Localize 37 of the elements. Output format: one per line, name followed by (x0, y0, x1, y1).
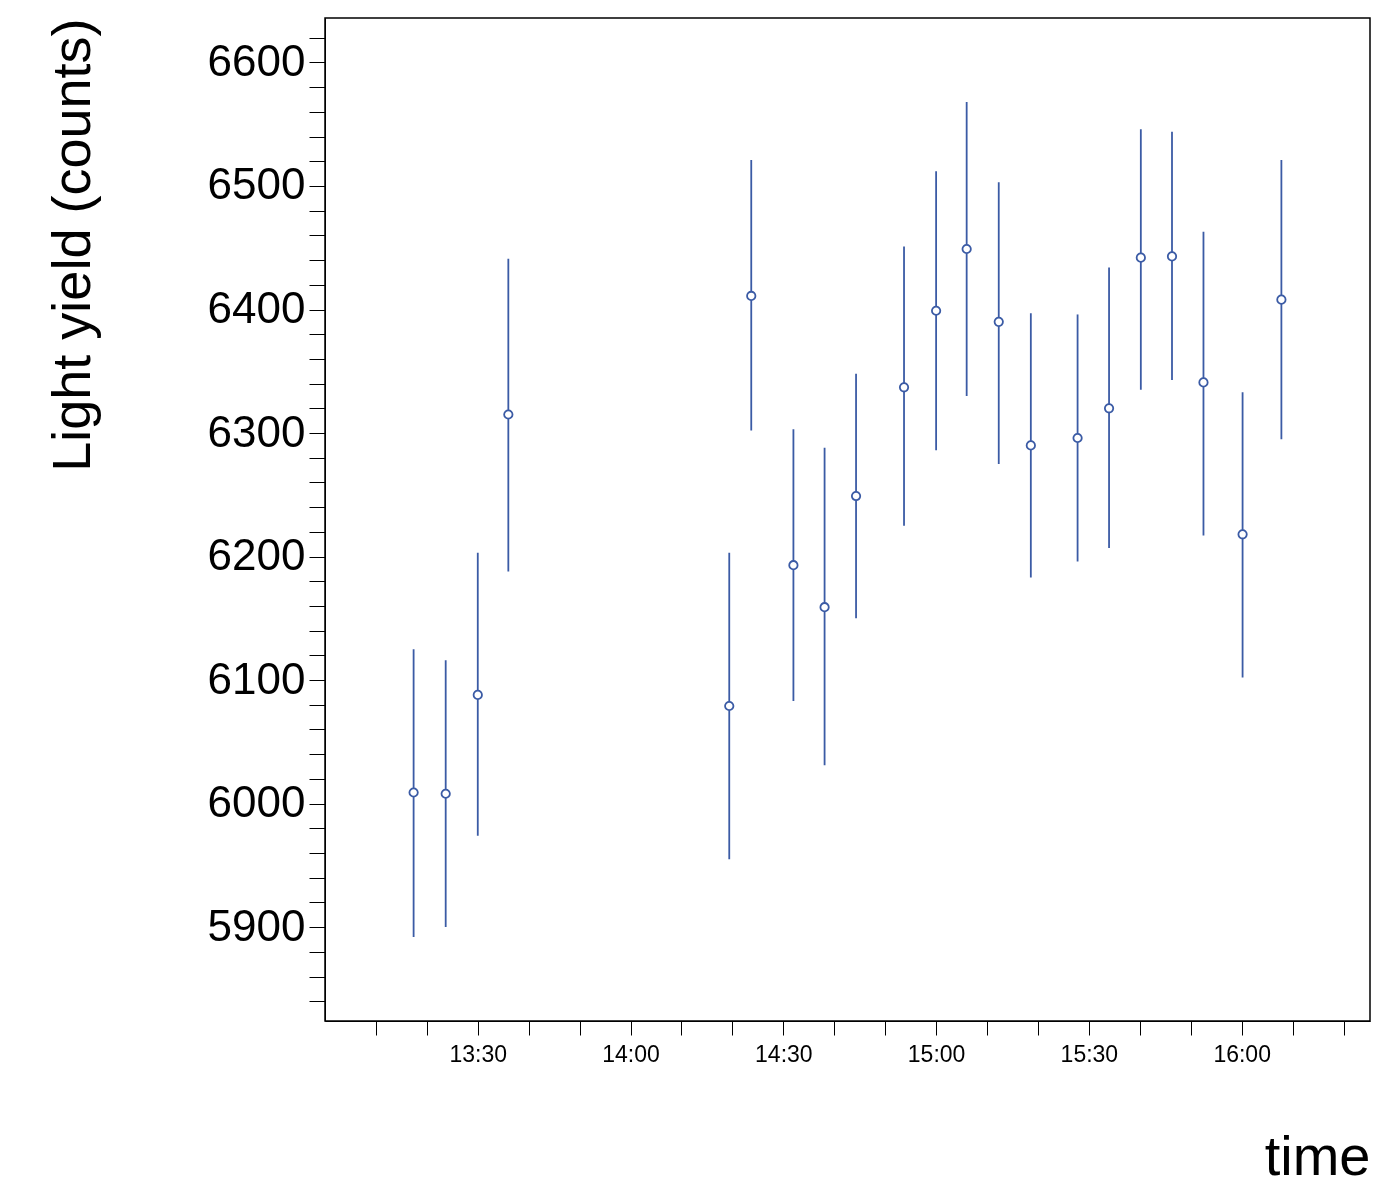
y-tick-label: 6100 (207, 653, 306, 703)
point (788, 560, 799, 571)
x-tick-label: 15:30 (1060, 1040, 1119, 1067)
point (1276, 294, 1287, 305)
point (503, 409, 514, 420)
x-tick-label: 14:00 (602, 1040, 660, 1067)
y-tick-label: 6600 (207, 35, 306, 85)
point (961, 243, 972, 255)
y-tick-label: 6500 (207, 159, 306, 209)
point (1072, 432, 1083, 444)
point (1103, 403, 1115, 414)
y-tick-label: 6000 (207, 777, 306, 827)
y-tick-label: 6400 (207, 283, 306, 333)
point (724, 700, 735, 712)
y-tick-label: 6300 (207, 406, 306, 456)
point (993, 316, 1004, 327)
y-tick-label: 5900 (207, 900, 306, 950)
y-axis-title: Light yield (counts) (40, 18, 101, 472)
point (440, 788, 451, 799)
y-tick-label: 6200 (207, 530, 306, 580)
x-tick-label: 14:30 (755, 1040, 813, 1067)
point (1198, 377, 1209, 388)
point (746, 290, 757, 301)
point (1025, 440, 1036, 451)
x-tick-label: 15:00 (907, 1040, 966, 1067)
x-tick-label: 13:30 (449, 1040, 508, 1067)
x-tick-label: 16:00 (1213, 1040, 1271, 1067)
point (472, 689, 483, 700)
point (819, 602, 830, 613)
point (931, 305, 942, 316)
point (898, 382, 910, 393)
point (1135, 252, 1146, 263)
point (1237, 529, 1248, 540)
x-axis-title: time (1264, 1123, 1371, 1187)
point (408, 787, 419, 798)
point (1166, 251, 1178, 262)
point (850, 490, 862, 502)
